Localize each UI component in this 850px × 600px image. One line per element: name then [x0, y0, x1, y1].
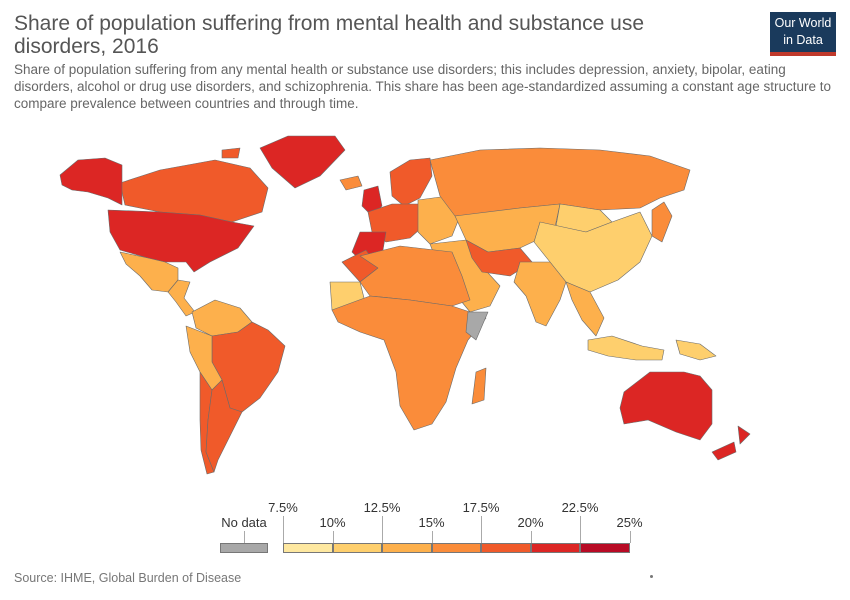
region-somalia[interactable]	[465, 311, 489, 341]
logo-line-1: Our World	[774, 16, 832, 30]
legend-tick	[332, 531, 334, 543]
region-madagascar[interactable]	[471, 367, 487, 405]
legend-bin-swatch[interactable]	[382, 543, 432, 553]
legend-tick	[530, 531, 532, 543]
legend-no-data-label: No data	[221, 515, 267, 530]
legend-bin-swatch[interactable]	[481, 543, 531, 553]
world-map	[59, 135, 751, 475]
legend-tick	[481, 516, 482, 543]
legend-bin-swatch[interactable]	[580, 543, 630, 553]
legend-tick-label: 15%	[418, 515, 445, 530]
legend-tick-label: 25%	[616, 515, 643, 530]
legend-tick-label: 10%	[319, 515, 346, 530]
legend-tick-label: 7.5%	[268, 500, 298, 515]
region-southeast-asia[interactable]	[565, 281, 605, 337]
logo-line-2: in Data	[783, 33, 823, 47]
region-argentina[interactable]	[205, 379, 243, 473]
legend-bin-swatch[interactable]	[283, 543, 333, 553]
legend-tick	[580, 516, 581, 543]
region-india[interactable]	[513, 261, 567, 327]
legend-tick-label: 17.5%	[462, 500, 500, 515]
region-alaska[interactable]	[59, 157, 123, 206]
legend-tick	[283, 516, 284, 543]
region-japan[interactable]	[651, 201, 673, 243]
legend-bin-swatch[interactable]	[530, 543, 580, 553]
legend-tick	[629, 531, 631, 543]
region-indonesia[interactable]	[587, 335, 665, 361]
region-united-states[interactable]	[107, 209, 255, 273]
legend-bin-swatch[interactable]	[332, 543, 382, 553]
legend-tick-label: 12.5%	[363, 500, 401, 515]
legend-tick-label: 22.5%	[561, 500, 599, 515]
region-iceland[interactable]	[339, 175, 363, 191]
region-new-zealand[interactable]	[711, 425, 751, 461]
region-central-america[interactable]	[167, 279, 196, 317]
chart-title: Share of population suffering from menta…	[14, 12, 645, 58]
legend-tick	[244, 531, 245, 543]
legend-no-data-swatch[interactable]	[220, 543, 268, 553]
region-china[interactable]	[533, 211, 653, 293]
legend-tick-label: 20%	[517, 515, 544, 530]
region-australia[interactable]	[619, 371, 713, 441]
legend-tick	[431, 531, 433, 543]
legend-bin-swatch[interactable]	[431, 543, 481, 553]
region-papua-new-guinea[interactable]	[675, 339, 717, 361]
source-note: Source: IHME, Global Burden of Disease	[14, 571, 242, 585]
owid-logo[interactable]: Our World in Data	[770, 12, 836, 56]
region-canada[interactable]	[119, 147, 269, 223]
chart-subtitle: Share of population suffering from any m…	[14, 62, 831, 111]
color-legend: No data 7.5% 10% 12.5% 15% 17.5% 20% 22.5% 25%	[0, 495, 850, 565]
region-greenland[interactable]	[259, 135, 346, 189]
legend-tick	[382, 516, 383, 543]
region-scandinavia[interactable]	[389, 157, 433, 207]
region-sub-saharan-africa[interactable]	[331, 295, 487, 431]
footer-dot	[650, 575, 653, 578]
